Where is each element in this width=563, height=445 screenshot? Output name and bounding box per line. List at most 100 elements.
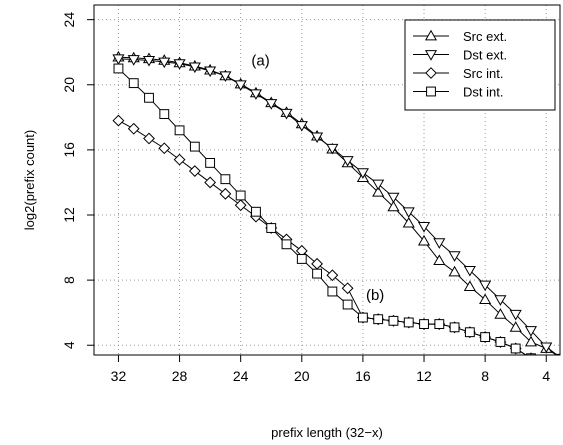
y-axis-title: log2(prefix count) — [22, 130, 37, 230]
data-point — [417, 221, 431, 233]
data-point — [524, 326, 538, 337]
legend-entry: Dst int. — [413, 85, 503, 100]
data-point — [480, 332, 491, 343]
series-src-int — [112, 114, 534, 355]
x-tick-label: 12 — [416, 368, 432, 384]
data-point — [387, 200, 400, 212]
data-point — [234, 80, 247, 91]
data-point — [509, 309, 522, 321]
annotation-a: (a) — [251, 52, 269, 69]
data-point — [296, 254, 307, 264]
data-point — [387, 192, 400, 204]
data-point — [509, 321, 522, 332]
y-tick-label: 20 — [61, 77, 77, 93]
x-tick-label: 24 — [233, 368, 249, 384]
data-point — [158, 142, 171, 155]
data-point — [433, 254, 446, 265]
plot-frame — [93, 4, 561, 356]
legend-label: Dst int. — [463, 85, 503, 100]
x-tick-label: 32 — [111, 368, 127, 384]
legend-entry: Src int. — [413, 66, 503, 81]
data-point — [356, 168, 369, 179]
data-point — [495, 337, 506, 347]
data-point — [510, 343, 521, 354]
data-point — [173, 153, 186, 166]
y-tick-label: 8 — [61, 276, 77, 284]
data-point — [463, 265, 476, 277]
x-tick-label: 8 — [481, 368, 489, 384]
data-point — [417, 234, 431, 246]
data-point — [464, 327, 475, 338]
legend-label: Src ext. — [463, 29, 507, 44]
series-layer — [112, 50, 560, 355]
legend-entry: Src ext. — [413, 29, 507, 44]
y-tick-label: 4 — [61, 341, 77, 349]
series-line — [118, 68, 527, 355]
data-point — [479, 293, 492, 305]
data-point — [220, 174, 231, 185]
data-point — [235, 190, 246, 201]
data-point — [128, 78, 139, 89]
x-tick-label: 28 — [172, 368, 188, 384]
data-point — [372, 179, 385, 191]
series-dst-ext — [112, 54, 560, 355]
legend-marker — [424, 50, 438, 61]
data-point — [494, 295, 507, 306]
data-point — [372, 186, 385, 197]
data-point — [341, 156, 354, 167]
data-point — [312, 268, 322, 279]
data-point — [144, 92, 154, 103]
legend-entry: Dst ext. — [413, 48, 507, 63]
x-tick-label: 4 — [542, 368, 550, 384]
series-dst-int — [113, 63, 536, 355]
data-point — [327, 286, 338, 297]
data-point — [281, 239, 292, 250]
data-point — [494, 308, 507, 319]
data-point — [249, 89, 263, 100]
legend-marker — [424, 29, 438, 41]
data-point — [158, 57, 171, 69]
y-tick-label: 12 — [61, 207, 77, 223]
y-axis: 4 8 12 16 20 24 — [61, 12, 94, 349]
data-point — [142, 55, 156, 67]
data-point — [449, 322, 460, 333]
legend-label: Src int. — [463, 66, 503, 81]
data-point — [326, 143, 339, 155]
x-axis: 32 28 24 20 16 12 8 4 — [111, 355, 550, 384]
data-point — [402, 207, 415, 218]
data-point — [219, 71, 232, 83]
data-point — [266, 223, 277, 233]
data-point — [112, 114, 125, 127]
data-point — [295, 121, 308, 132]
data-point — [403, 317, 414, 328]
data-point — [448, 251, 461, 262]
data-point — [159, 109, 170, 119]
data-point — [448, 265, 461, 277]
legend-label: Dst ext. — [463, 48, 507, 63]
data-point — [127, 55, 140, 66]
x-tick-label: 16 — [355, 368, 371, 384]
data-point — [143, 132, 155, 145]
data-point — [341, 282, 354, 295]
data-point — [373, 314, 384, 325]
legend-marker — [426, 86, 436, 97]
data-point — [188, 165, 201, 177]
data-point — [234, 199, 247, 212]
data-point — [188, 62, 201, 74]
data-point — [419, 319, 429, 329]
x-tick-label: 20 — [294, 368, 310, 384]
data-point — [280, 108, 293, 120]
data-point — [357, 312, 368, 323]
data-point — [113, 63, 124, 74]
data-point — [251, 206, 261, 217]
data-point — [204, 176, 217, 189]
data-point — [524, 335, 538, 347]
y-tick-label: 16 — [61, 142, 77, 158]
annotation-b: (b) — [366, 287, 384, 304]
y-tick-label: 24 — [61, 12, 77, 28]
data-point — [265, 99, 278, 110]
annotations: (a) (b) — [251, 52, 384, 303]
data-point — [112, 54, 125, 65]
data-point — [311, 132, 324, 144]
